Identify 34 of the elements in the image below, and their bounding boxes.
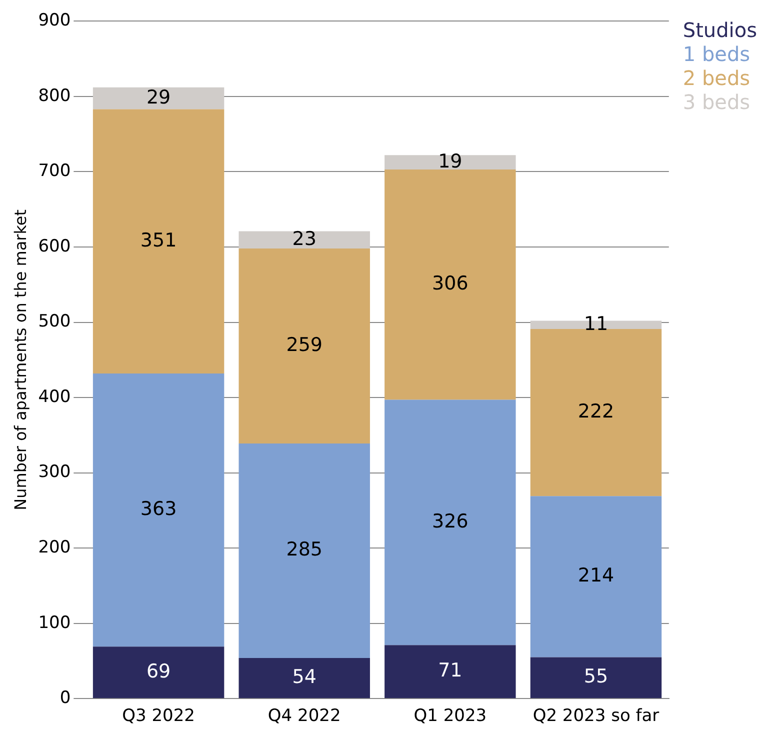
data-label: 23 — [292, 228, 316, 250]
data-label: 259 — [286, 334, 322, 356]
data-label: 11 — [584, 312, 608, 335]
y-axis-title: Number of apartments on the market — [10, 209, 30, 510]
y-tick-label: 200 — [38, 537, 71, 558]
y-tick-label: 100 — [38, 612, 71, 633]
data-label: 19 — [438, 150, 462, 172]
data-label: 71 — [438, 660, 462, 682]
text: 2 beds — [682, 66, 750, 90]
data-label: 363 — [140, 498, 177, 520]
text: 1 beds — [682, 42, 750, 66]
y-tick-label: 700 — [38, 161, 71, 182]
text: Studios — [682, 18, 758, 42]
data-label: 306 — [432, 272, 468, 295]
x-tick-label: Q3 2022 — [122, 706, 195, 726]
data-label: 54 — [292, 666, 316, 688]
y-tick-label: 300 — [38, 462, 71, 482]
data-label: 326 — [432, 510, 468, 532]
x-tick-label: Q4 2022 — [268, 706, 341, 726]
data-label: 69 — [146, 660, 171, 682]
data-label: 351 — [140, 229, 177, 252]
y-tick-label: 400 — [38, 386, 71, 407]
data-label: 29 — [146, 86, 171, 108]
data-label: 55 — [584, 666, 608, 688]
x-tick-label: Q2 2023 so far — [532, 706, 660, 726]
y-tick-label: 600 — [38, 236, 71, 256]
x-tick-label: Q1 2023 — [414, 706, 487, 726]
y-tick-label: 800 — [38, 86, 71, 106]
data-label: 214 — [578, 564, 614, 587]
y-tick-label: 0 — [60, 688, 71, 708]
data-label: 222 — [578, 400, 614, 423]
y-tick-label: 900 — [38, 10, 71, 31]
data-label: 285 — [286, 538, 322, 561]
y-tick-label: 500 — [38, 312, 71, 332]
